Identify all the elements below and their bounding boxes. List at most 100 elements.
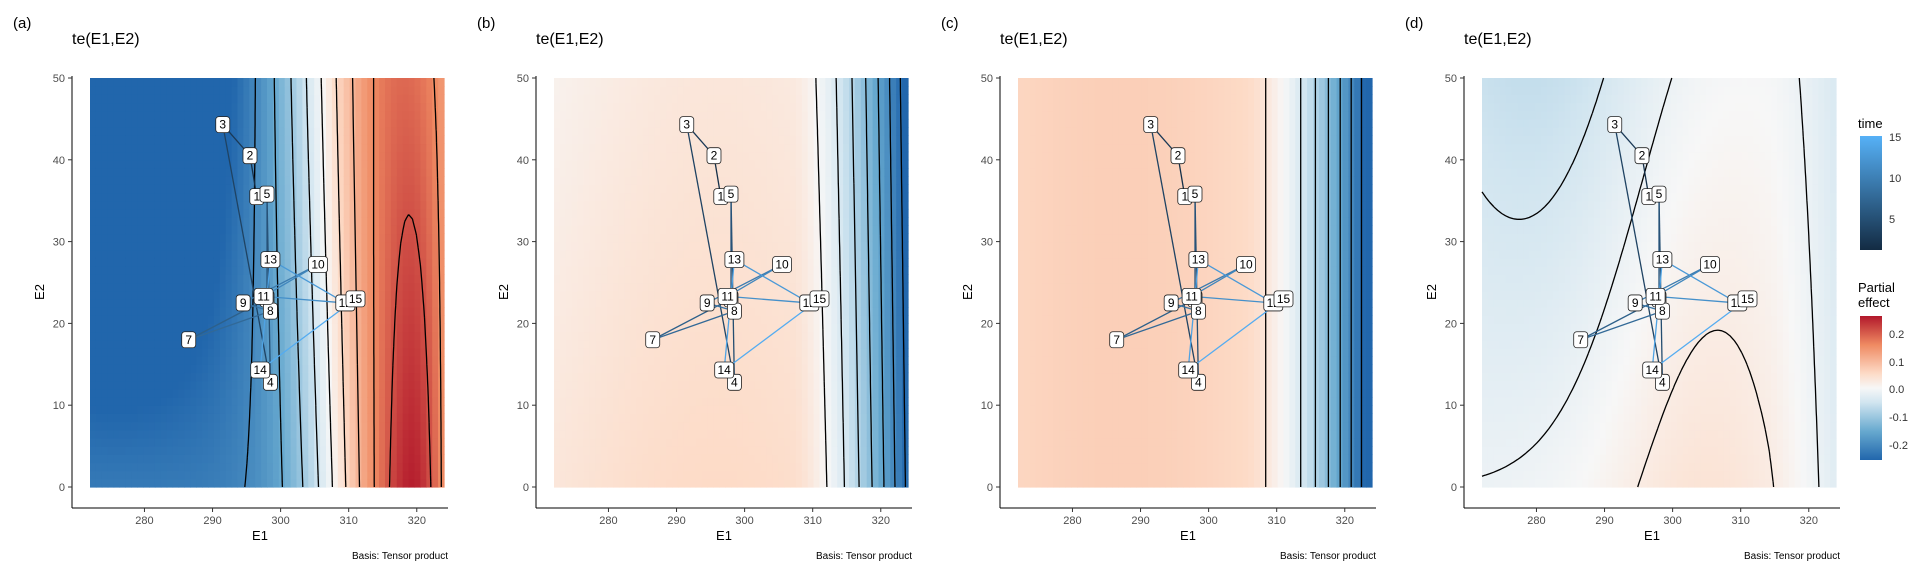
heatmap-cell <box>385 274 392 284</box>
heatmap-cell <box>314 118 321 128</box>
heatmap-cell <box>731 421 738 431</box>
heatmap-cell <box>184 135 191 145</box>
heatmap-cell <box>107 478 115 488</box>
heatmap-cell <box>361 462 368 472</box>
heatmap-cell <box>402 127 410 136</box>
heatmap-cell <box>90 380 97 390</box>
heatmap-cell <box>654 282 661 292</box>
heatmap-cell <box>385 298 392 308</box>
heatmap-cell <box>119 78 126 87</box>
heatmap-cell <box>689 176 697 185</box>
heatmap-cell <box>149 192 156 202</box>
heatmap-cell <box>166 282 174 292</box>
heatmap-cell <box>742 118 750 128</box>
heatmap-cell <box>255 356 262 365</box>
heatmap-cell <box>95 323 103 333</box>
heatmap-cell <box>113 290 121 300</box>
heatmap-cell <box>731 429 738 439</box>
heatmap-cell <box>149 364 156 374</box>
heatmap-cell <box>267 200 274 210</box>
heatmap-cell <box>284 356 292 365</box>
heatmap-cell <box>589 241 596 251</box>
heatmap-cell <box>213 405 221 414</box>
heatmap-cell <box>565 86 573 95</box>
heatmap-cell <box>624 135 632 145</box>
heatmap-cell <box>618 86 626 95</box>
heatmap-cell <box>178 478 185 488</box>
heatmap-cell <box>677 446 685 455</box>
heatmap-cell <box>648 282 655 292</box>
heatmap-cell <box>402 282 410 292</box>
heatmap-cell <box>107 241 115 251</box>
heatmap-cell <box>648 110 655 120</box>
heatmap-cell <box>361 372 368 382</box>
heatmap-cell <box>107 176 115 185</box>
heatmap-cell <box>219 315 227 324</box>
heatmap-cell <box>202 208 209 218</box>
heatmap-cell <box>701 323 708 333</box>
heatmap-cell <box>396 184 404 194</box>
heatmap-cell <box>607 225 614 235</box>
heatmap-cell <box>343 380 351 390</box>
heatmap-cell <box>595 86 602 95</box>
heatmap-cell <box>426 192 433 202</box>
heatmap-cell <box>320 437 327 447</box>
heatmap-cell <box>683 78 691 87</box>
heatmap-cell <box>607 470 614 480</box>
heatmap-cell <box>267 233 274 243</box>
heatmap-cell <box>432 364 439 374</box>
heatmap-cell <box>243 323 250 333</box>
heatmap-cell <box>331 94 339 104</box>
heatmap-cell <box>707 462 714 472</box>
heatmap-cell <box>772 421 779 431</box>
heatmap-cell <box>231 208 239 218</box>
heatmap-cell <box>125 429 132 439</box>
heatmap-cell <box>766 274 773 284</box>
heatmap-cell <box>760 225 767 235</box>
heatmap-cell <box>677 372 685 382</box>
heatmap-cell <box>166 159 174 169</box>
heatmap-cell <box>554 78 561 87</box>
heatmap-cell <box>154 249 162 259</box>
heatmap-cell <box>190 184 197 194</box>
heatmap-cell <box>278 421 286 431</box>
heatmap-cell <box>731 437 738 447</box>
heatmap-cell <box>731 151 738 161</box>
heatmap-cell <box>559 437 567 447</box>
heatmap-cell <box>154 102 162 112</box>
heatmap-cell <box>390 257 398 267</box>
heatmap-cell <box>554 225 561 235</box>
heatmap-cell <box>725 94 732 104</box>
heatmap-cell <box>613 217 620 226</box>
heatmap-cell <box>125 176 132 185</box>
heatmap-cell <box>149 110 156 120</box>
heatmap-cell <box>101 143 109 153</box>
heatmap-cell <box>107 323 115 333</box>
heatmap-cell <box>219 462 227 472</box>
heatmap-cell <box>748 208 756 218</box>
heatmap-cell <box>707 339 714 349</box>
heatmap-cell <box>166 200 174 210</box>
heatmap-cell <box>689 241 697 251</box>
heatmap-cell <box>707 347 714 357</box>
heatmap-cell <box>143 192 150 202</box>
heatmap-cell <box>326 167 333 177</box>
heatmap-cell <box>202 110 209 120</box>
heatmap-cell <box>396 167 404 177</box>
heatmap-cell <box>689 225 697 235</box>
heatmap-cell <box>660 413 667 423</box>
heatmap-cell <box>243 331 250 341</box>
heatmap-cell <box>748 233 756 243</box>
heatmap-cell <box>149 167 156 177</box>
heatmap-cell <box>648 397 655 406</box>
heatmap-cell <box>396 298 404 308</box>
heatmap-cell <box>367 290 374 300</box>
heatmap-cell <box>137 339 144 349</box>
heatmap-cell <box>231 290 239 300</box>
heatmap-cell <box>595 135 602 145</box>
heatmap-cell <box>119 208 126 218</box>
heatmap-cell <box>689 167 697 177</box>
heatmap-cell <box>607 437 614 447</box>
heatmap-cell <box>190 118 197 128</box>
heatmap-cell <box>426 388 433 398</box>
